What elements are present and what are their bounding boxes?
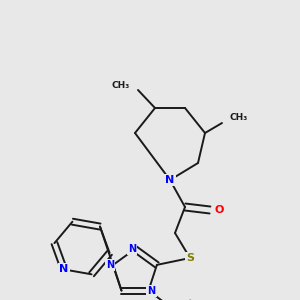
Text: S: S: [186, 253, 194, 263]
Text: N: N: [59, 264, 69, 274]
Text: N: N: [165, 175, 175, 185]
Text: N: N: [128, 244, 136, 254]
Text: CH₃: CH₃: [230, 113, 248, 122]
Text: CH₃: CH₃: [112, 80, 130, 89]
Text: O: O: [214, 205, 224, 215]
Text: N: N: [148, 286, 156, 296]
Text: N: N: [106, 260, 114, 270]
